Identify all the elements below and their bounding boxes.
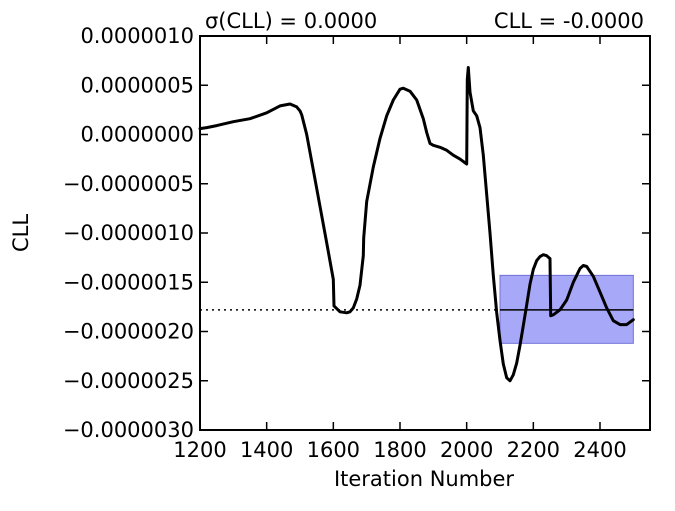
y-tick-label: −0.0000015 bbox=[63, 270, 194, 294]
y-tick-label: −0.0000030 bbox=[63, 418, 194, 442]
header-right: CLL = -0.0000 bbox=[494, 9, 644, 33]
y-tick-label: 0.0000005 bbox=[80, 73, 194, 97]
x-tick-label: 1600 bbox=[307, 438, 360, 462]
x-axis-label: Iteration Number bbox=[334, 467, 514, 491]
y-tick-label: 0.0000000 bbox=[80, 123, 194, 147]
x-tick-label: 2200 bbox=[507, 438, 560, 462]
y-axis-label: CLL bbox=[9, 214, 33, 252]
y-tick-label: −0.0000020 bbox=[63, 320, 194, 344]
x-tick-label: 1400 bbox=[240, 438, 293, 462]
header-left: σ(CLL) = 0.0000 bbox=[205, 9, 377, 33]
x-tick-label: 2400 bbox=[573, 438, 626, 462]
series-line-0 bbox=[198, 66, 635, 383]
x-tick-label: 1800 bbox=[373, 438, 426, 462]
y-tick-label: −0.0000025 bbox=[63, 369, 194, 393]
y-tick-label: −0.0000005 bbox=[63, 172, 194, 196]
plot-area: 1200 1400 1600 1800 2000 2200 2400 0.0000010 0.0… bbox=[63, 24, 651, 462]
y-tick-label: 0.0000010 bbox=[80, 24, 194, 48]
x-tick-label: 1200 bbox=[173, 438, 226, 462]
x-tick-label: 2000 bbox=[440, 438, 493, 462]
y-tick-label: −0.0000010 bbox=[63, 221, 194, 245]
